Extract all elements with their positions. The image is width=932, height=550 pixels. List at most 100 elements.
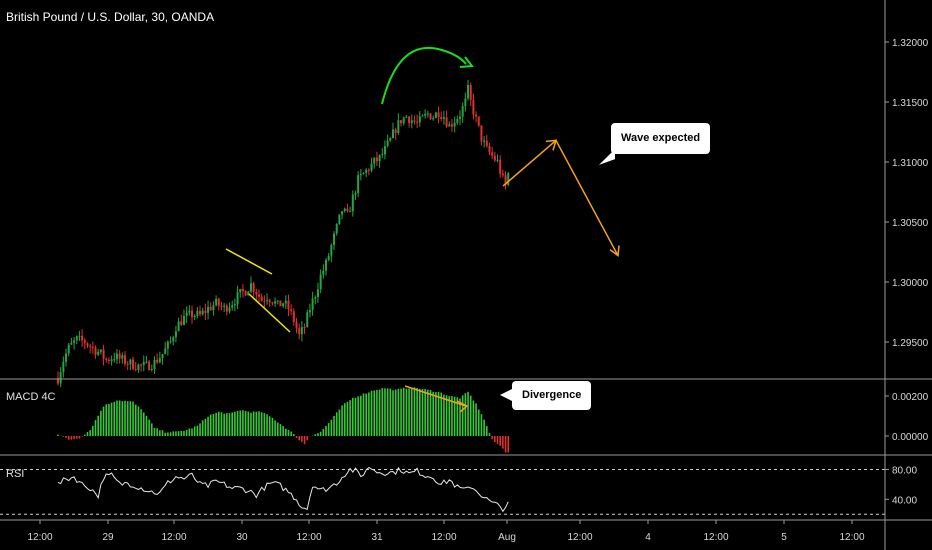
candle-body (440, 116, 443, 119)
wave-expected-callout[interactable]: Wave expected (611, 123, 711, 154)
candle-body (400, 120, 403, 124)
candle-body (306, 312, 309, 328)
candle-body (418, 116, 421, 123)
candle-body (137, 364, 140, 370)
candle-body (191, 310, 193, 318)
candle-body (330, 245, 333, 256)
candle-body (373, 157, 376, 164)
candle-body (180, 321, 183, 326)
candle-body (215, 298, 218, 306)
candle-body (448, 124, 451, 127)
candle-body (132, 359, 135, 369)
candle-body (346, 208, 349, 212)
candle-body (102, 349, 105, 359)
candle-body (118, 353, 121, 359)
candle-body (378, 155, 381, 162)
candle-body (386, 140, 389, 147)
candle-body (89, 345, 92, 347)
candle-body (78, 335, 81, 337)
candle-body (488, 146, 491, 153)
candle-body (233, 304, 236, 306)
candle-body (244, 291, 247, 296)
chart-title: British Pound / U.S. Dollar, 30, OANDA (6, 10, 215, 24)
candle-body (413, 120, 416, 122)
candle-body (300, 327, 303, 335)
candle-body (292, 311, 295, 323)
candle-body (225, 305, 228, 312)
candle-body (142, 361, 145, 365)
candle-body (276, 300, 279, 302)
candle-body (67, 344, 70, 354)
candle-body (282, 303, 285, 307)
candle-body (105, 358, 108, 360)
candle-body (410, 120, 413, 124)
candle-body (260, 296, 263, 302)
candle-body (437, 112, 440, 117)
candle-body (247, 291, 250, 296)
candle-body (212, 305, 215, 311)
price-tick-label: 1.30000 (892, 278, 929, 289)
candle-body (241, 289, 244, 292)
candle-body (475, 114, 478, 117)
candle-body (199, 311, 202, 315)
candle-body (193, 315, 196, 318)
candle-body (148, 361, 151, 371)
channel-line-lower (248, 293, 291, 333)
time-tick-label: 12:00 (567, 532, 592, 543)
time-tick-label: 12:00 (296, 532, 321, 543)
price-tick-label: 1.32000 (892, 38, 929, 49)
candle-body (308, 310, 311, 313)
candle-body (83, 340, 86, 344)
candle-body (209, 306, 212, 311)
candle-body (70, 342, 73, 345)
candle-body (351, 194, 354, 212)
candle-body (271, 302, 274, 304)
annotations (225, 46, 620, 413)
candle-body (140, 364, 143, 366)
candle-body (266, 300, 269, 302)
rsi-line (57, 466, 509, 513)
divergence-arrow (404, 385, 467, 407)
candle-body (182, 315, 185, 326)
candle-body (319, 274, 322, 290)
candle-body (445, 117, 448, 127)
candle-body (196, 311, 199, 316)
candle-body (359, 174, 362, 176)
divergence-callout[interactable]: Divergence (499, 381, 592, 410)
candle-body (491, 152, 494, 156)
candle-body (239, 289, 242, 293)
candle-body (223, 305, 226, 307)
time-tick-label: 12:00 (27, 532, 52, 543)
candle-body (469, 84, 472, 100)
candle-body (467, 84, 470, 99)
candle-body (354, 193, 357, 195)
channel-line-upper (225, 248, 273, 275)
candle-body (499, 159, 502, 174)
candle-body (86, 343, 89, 346)
green-arrowhead (459, 56, 474, 68)
candle-body (322, 270, 325, 275)
time-tick-label: 29 (102, 532, 114, 543)
candle-body (480, 125, 483, 142)
candle-body (341, 211, 344, 215)
candle-body (408, 116, 411, 124)
candle-body (442, 117, 445, 119)
price-tick-label: 1.29500 (892, 338, 929, 349)
candle-body (129, 359, 132, 365)
candle-body (172, 337, 175, 342)
time-tick-label: 12:00 (431, 532, 456, 543)
candle-body (493, 155, 496, 161)
candle-body (121, 355, 124, 359)
candle-body (156, 359, 159, 363)
candle-body (97, 351, 100, 355)
candle-body (483, 140, 486, 142)
candle-body (485, 140, 488, 147)
candle-body (367, 169, 370, 171)
wave-arrowhead-up (545, 139, 558, 151)
time-tick-label: 31 (371, 532, 383, 543)
candle-body (274, 301, 277, 304)
candle-body (370, 163, 373, 171)
rsi-tick-label: 40.00 (892, 495, 917, 506)
